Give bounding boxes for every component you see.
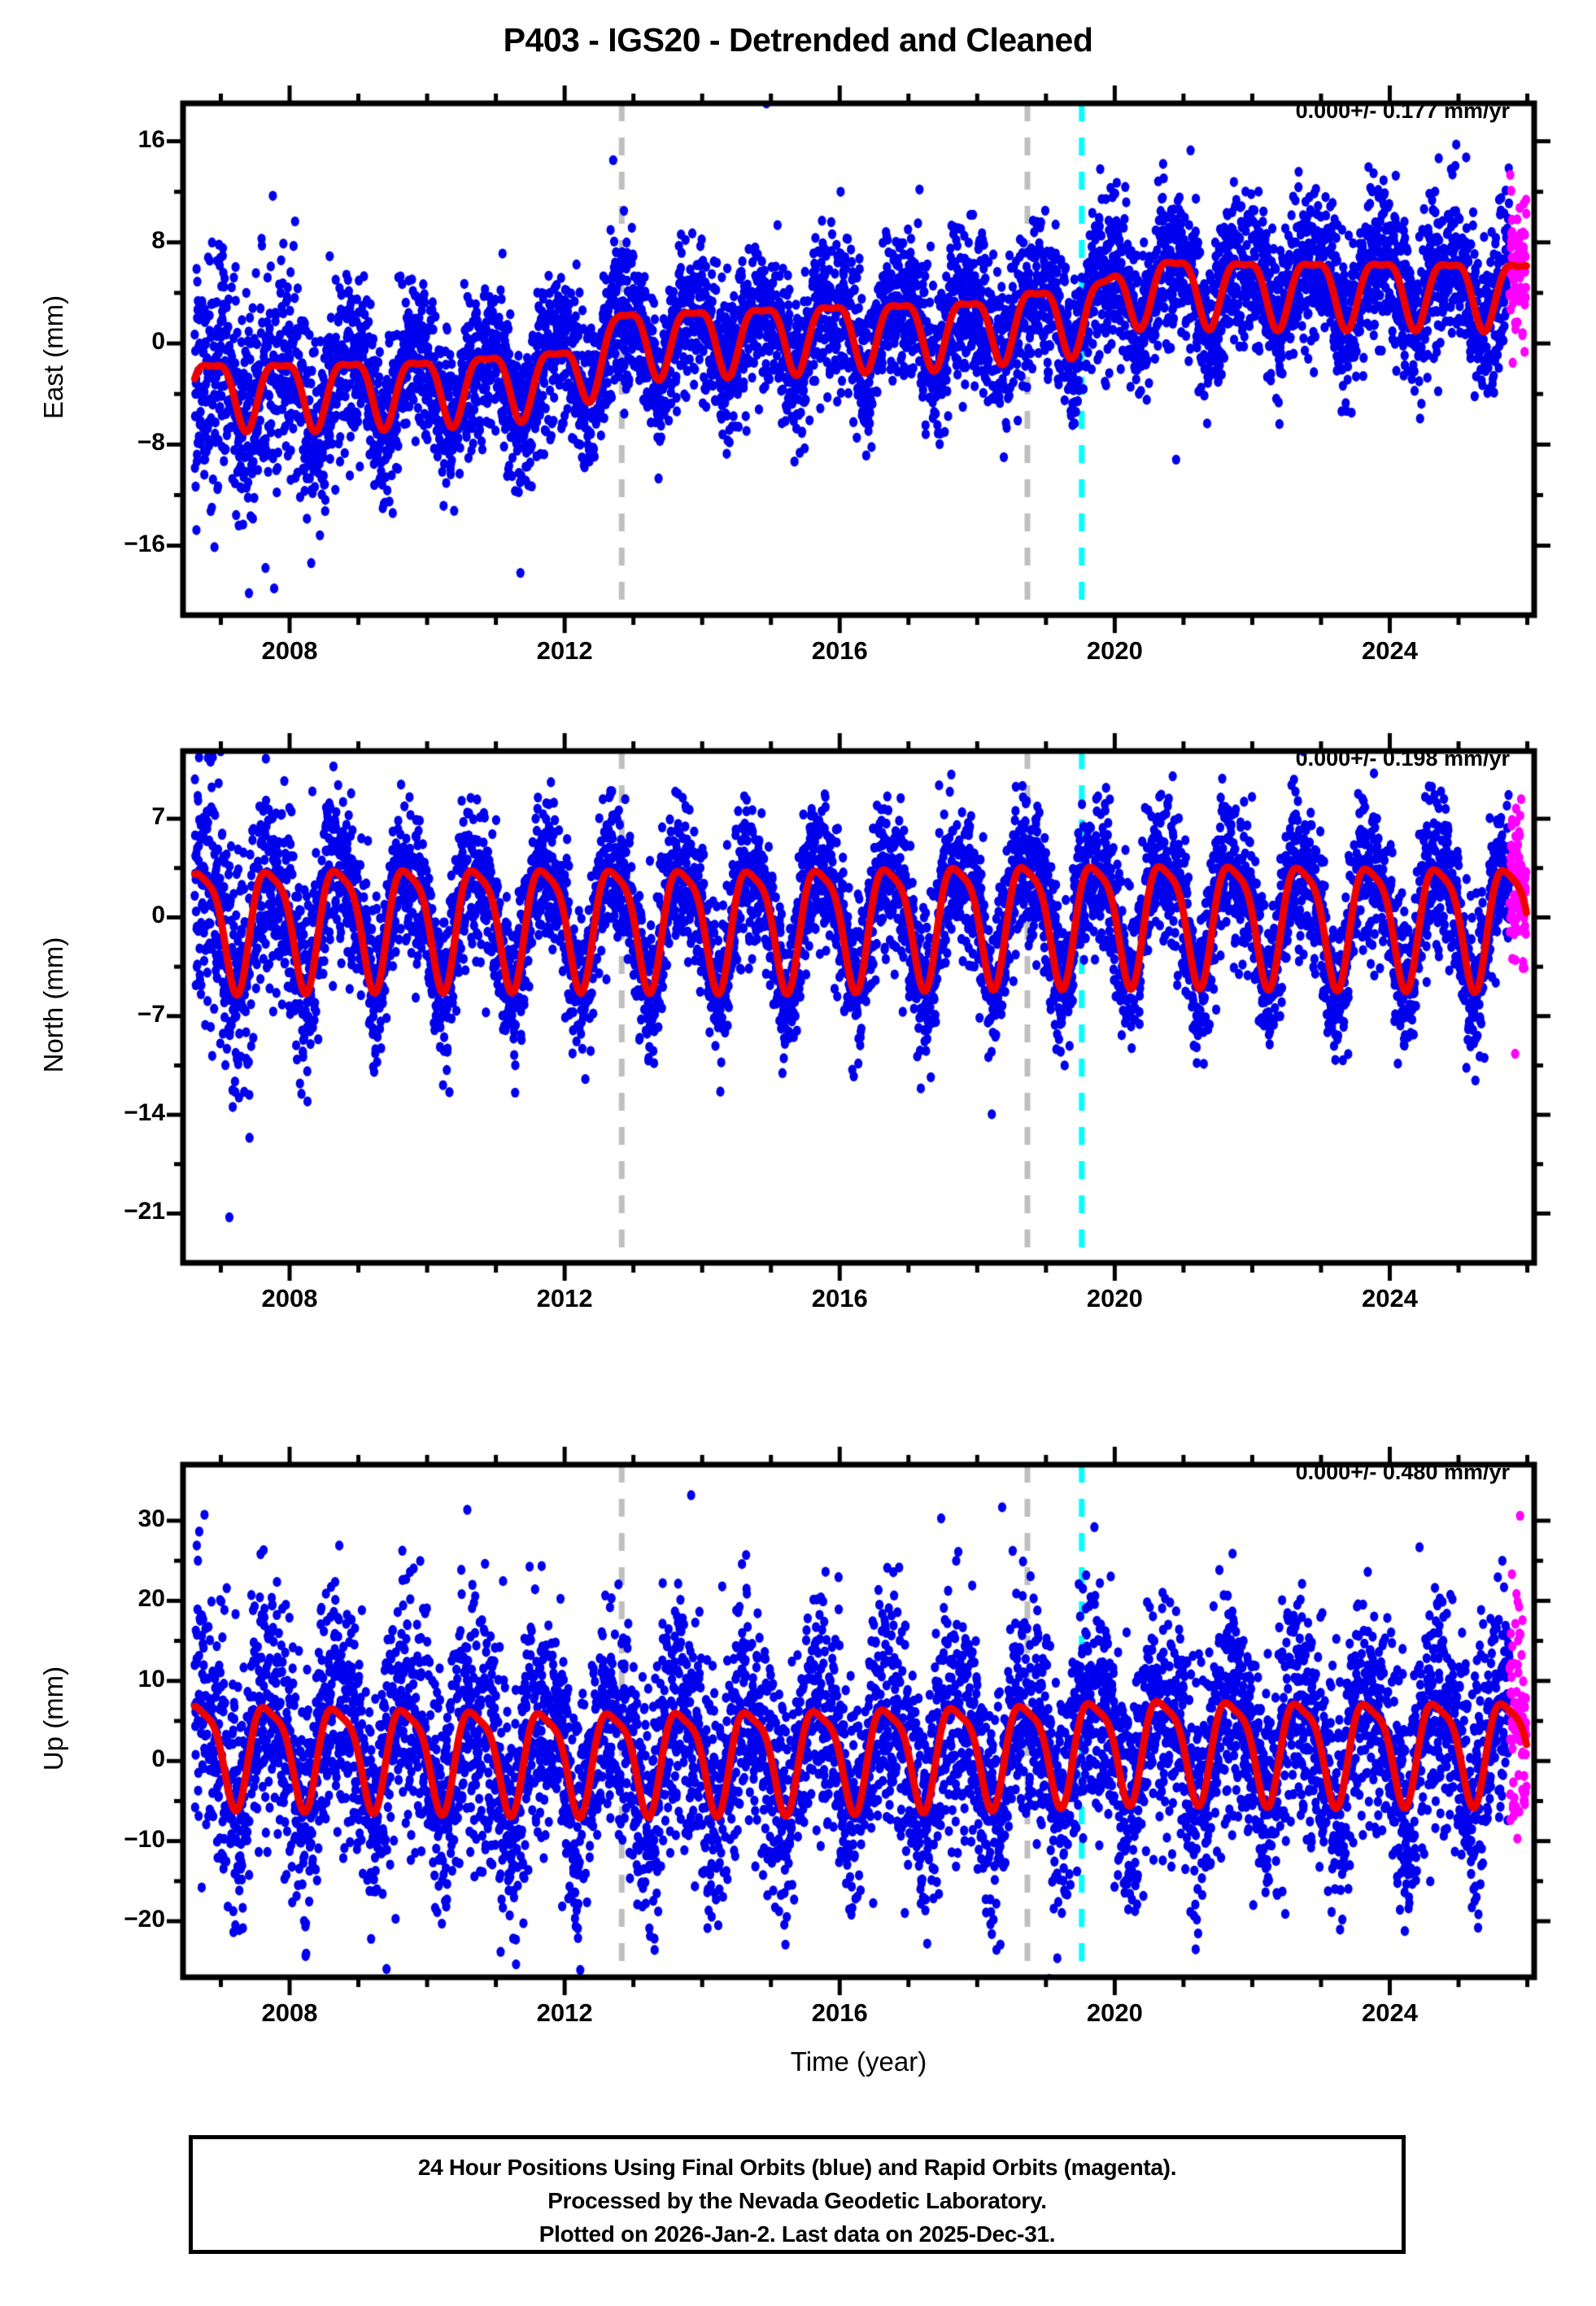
caption-line-processor: Processed by the Nevada Geodetic Laborat… [547, 2188, 1047, 2213]
up-ytick-label: −20 [124, 1906, 165, 1933]
up-xtick-label: 2012 [536, 1998, 593, 2027]
north-rate-annotation: 0.000+/- 0.198 mm/yr [1295, 746, 1510, 771]
east-xtick-label: 2020 [1086, 636, 1143, 665]
north-ytick-label: 0 [151, 902, 165, 929]
page-title: P403 - IGS20 - Detrended and Cleaned [503, 21, 1093, 59]
east-xtick-label: 2024 [1362, 636, 1418, 665]
east-rate-annotation: 0.000+/- 0.177 mm/yr [1295, 98, 1510, 123]
north-xtick-label: 2020 [1086, 1284, 1143, 1312]
up-ytick-label: −10 [124, 1825, 165, 1853]
up-ytick-label: 30 [137, 1505, 165, 1532]
east-xtick-label: 2012 [536, 636, 593, 665]
north-ytick-label: −14 [124, 1099, 165, 1127]
north-xtick-label: 2008 [261, 1284, 318, 1312]
north-xtick-label: 2012 [536, 1284, 593, 1312]
caption-box: 24 Hour Positions Using Final Orbits (bl… [189, 2135, 1406, 2254]
up-xtick-label: 2024 [1362, 1998, 1418, 2027]
east-xtick-label: 2008 [261, 636, 318, 665]
caption-line-orbits: 24 Hour Positions Using Final Orbits (bl… [417, 2155, 1177, 2180]
up-xtick-label: 2008 [261, 1998, 318, 2027]
north-ytick-label: 7 [151, 803, 165, 831]
north-ytick-label: −7 [137, 1000, 165, 1028]
north-xtick-label: 2016 [811, 1284, 868, 1312]
east-xtick-label: 2016 [811, 636, 868, 665]
up-xtick-label: 2020 [1086, 1998, 1143, 2027]
east-ytick-label: −8 [137, 429, 165, 456]
north-ytick-label: −21 [124, 1198, 165, 1225]
up-ytick-label: 10 [137, 1665, 165, 1692]
up-rate-annotation: 0.000+/- 0.480 mm/yr [1295, 1460, 1510, 1484]
x-axis-label: Time (year) [790, 2046, 927, 2077]
up-ytick-label: 20 [137, 1585, 165, 1613]
north-xtick-label: 2024 [1362, 1284, 1418, 1312]
up-xtick-label: 2016 [811, 1998, 868, 2027]
east-ytick-label: 0 [151, 328, 165, 356]
caption-line-dates: Plotted on 2026-Jan-2. Last data on 2025… [539, 2221, 1056, 2247]
east-ytick-label: −16 [124, 530, 165, 557]
up-ytick-label: 0 [151, 1745, 165, 1773]
east-ytick-label: 16 [137, 125, 165, 153]
east-ytick-label: 8 [151, 226, 165, 254]
